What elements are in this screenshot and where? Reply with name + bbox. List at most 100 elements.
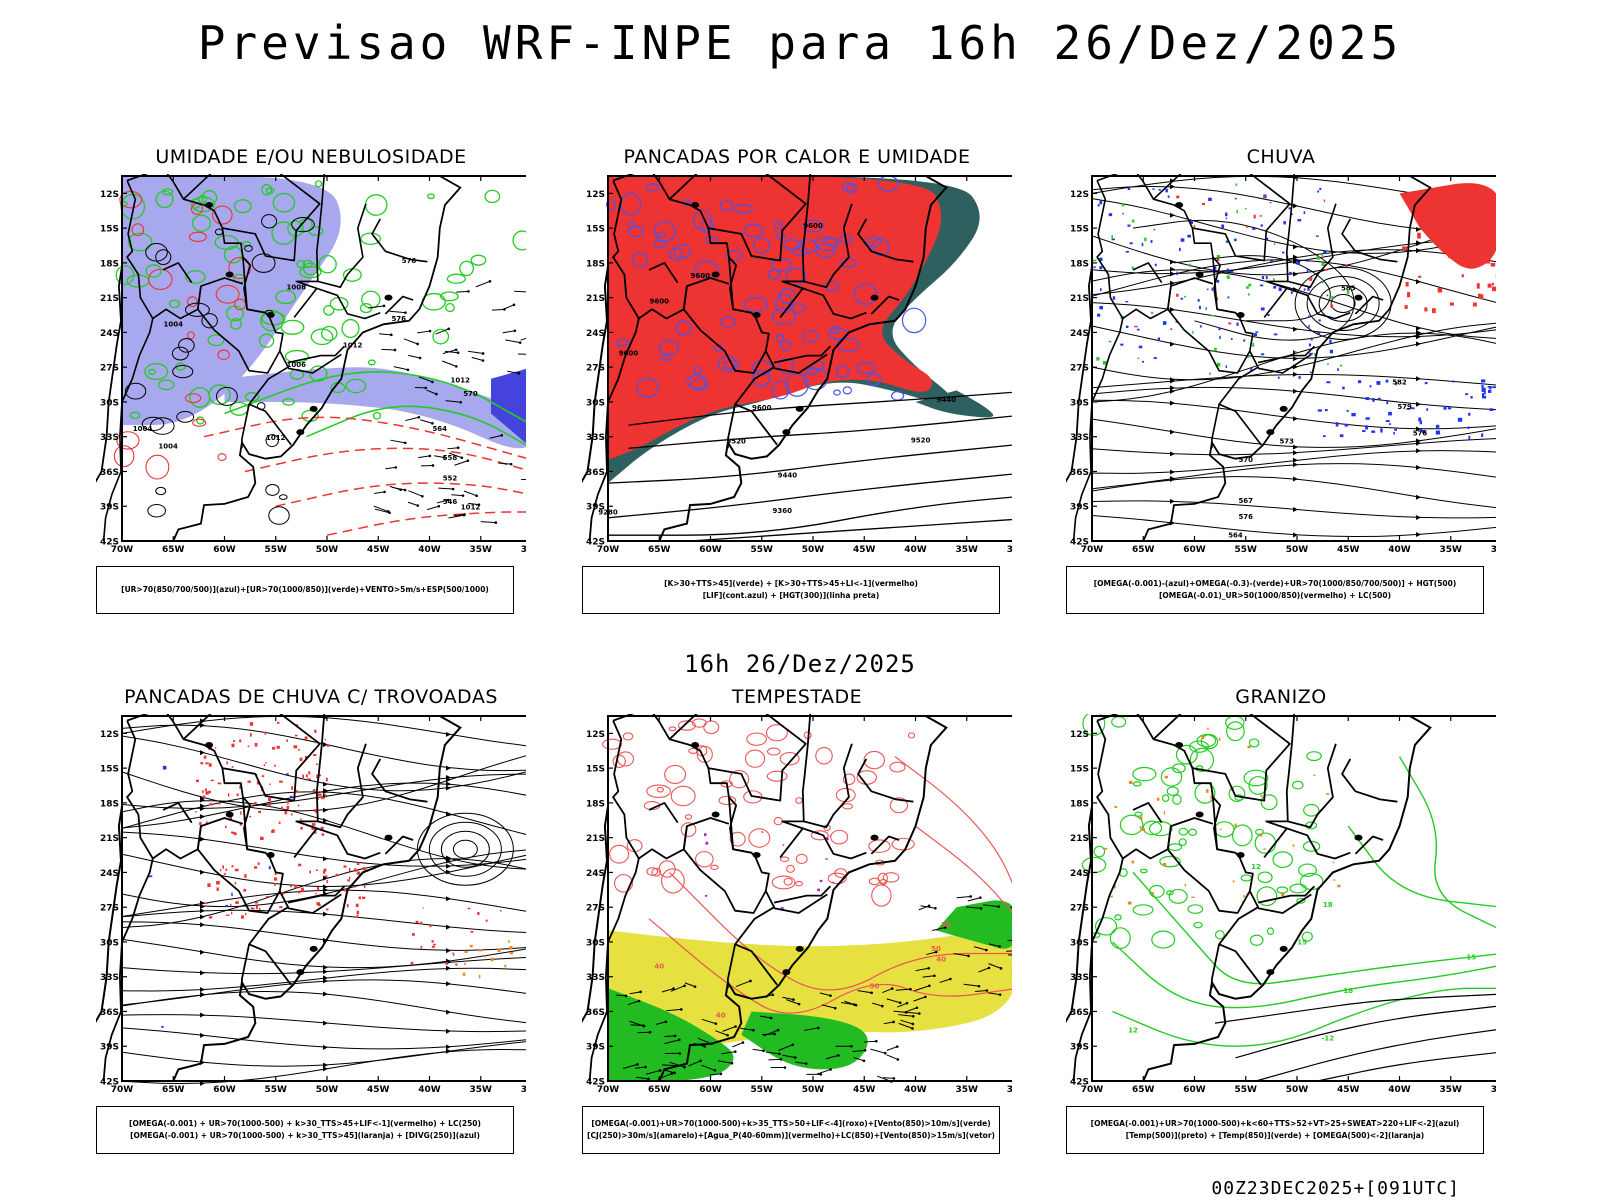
omega-area [1435, 424, 1440, 428]
water-contour [871, 884, 892, 907]
rain-area [1491, 286, 1496, 292]
wind-vector [693, 985, 697, 988]
omega-500-area [1326, 793, 1330, 795]
lat-tick-label: 27S [100, 904, 119, 914]
circulation-contour [416, 812, 514, 886]
wind-vector [898, 1014, 914, 1017]
streamline-arrow [200, 722, 205, 728]
humidity-contour [427, 193, 435, 200]
lat-tick-label: 15S [1070, 765, 1089, 775]
wind-vector [722, 1026, 736, 1032]
circulation-contour [1306, 275, 1380, 331]
water-contour [795, 880, 803, 887]
thunderstorm-area [318, 774, 322, 777]
lat-tick-label: 21S [100, 834, 119, 844]
omega-500-area [1281, 893, 1285, 897]
thunderstorm-area [420, 945, 423, 949]
contour-label: 567 [1238, 497, 1253, 505]
thunderstorm-area [258, 907, 261, 911]
lon-tick-label: 50W [316, 1085, 339, 1095]
wind-vector [854, 1003, 858, 1007]
omega-500-area [1259, 833, 1263, 837]
thunderstorm-area [314, 831, 317, 834]
streamline-arrow [1293, 506, 1298, 512]
rain-area [1432, 308, 1436, 314]
lifted-index-contour [814, 236, 839, 251]
streamline [1091, 399, 1496, 430]
rain-area [1170, 328, 1173, 331]
lake [384, 834, 393, 841]
omega-area [1337, 368, 1339, 372]
wind-vector [890, 987, 894, 990]
omega-area [1389, 423, 1391, 426]
pressure-contour [184, 302, 210, 317]
wind-vector [967, 897, 981, 902]
wind-vector [459, 400, 463, 404]
omega-area [1227, 296, 1230, 299]
wind-vector [424, 386, 428, 390]
wind-vector [749, 979, 752, 983]
lon-tick-label: 55W [1235, 1085, 1258, 1095]
lifted-index-contour [802, 219, 824, 233]
omega-area [1265, 237, 1269, 241]
contour-label: 1012 [461, 504, 481, 512]
omega-500-area [1201, 735, 1205, 740]
humidity-contour [191, 196, 216, 213]
wind-vector [520, 478, 526, 481]
wind-vector [803, 1027, 819, 1031]
humidity-contour [207, 334, 225, 347]
coastline [1142, 175, 1432, 542]
thunderstorm-area [477, 912, 480, 916]
wind-vector [480, 521, 496, 524]
thunderstorm-area [308, 771, 311, 775]
omega-area [1099, 266, 1103, 270]
lat-tick-label: 18S [100, 799, 119, 809]
lat-tick-label: 15S [100, 765, 119, 775]
wind-vector [448, 452, 463, 459]
wind-vector [670, 985, 685, 992]
wind-vector [928, 984, 931, 988]
thunderstorm-area [317, 793, 322, 796]
omega-area [1329, 349, 1334, 354]
streamline-arrow [1170, 400, 1175, 406]
lat-tick-label: 18S [586, 259, 605, 269]
streamline [121, 967, 526, 992]
lifted-index-contour [753, 236, 770, 254]
wind-vector [427, 505, 439, 511]
omega-area [1273, 333, 1278, 336]
pressure-contour [171, 346, 189, 361]
height-contour [607, 444, 1012, 484]
contour-label: 12 [1128, 1026, 1138, 1034]
omega-500-area [1163, 811, 1166, 815]
omega-area [1306, 259, 1310, 262]
lon-tick-label: 45W [367, 1085, 390, 1095]
lat-tick-label: 33S [586, 973, 605, 983]
rain-area [1472, 240, 1477, 243]
wind-vector [627, 1000, 640, 1006]
thunderstorm-area [241, 915, 244, 919]
omega-area [1225, 240, 1229, 243]
streamline-arrow [200, 922, 205, 928]
wind-vector [817, 1026, 820, 1030]
lon-tick-label: 30W [1491, 1085, 1496, 1095]
convection-area [462, 972, 466, 976]
lake [1354, 294, 1363, 301]
streamline [1091, 476, 1496, 509]
temp-850-contour [1260, 794, 1278, 811]
streamline-arrow [1293, 257, 1298, 263]
wind-vector [1007, 939, 1012, 942]
lon-tick-label: 35W [956, 1085, 979, 1095]
thunderstorm-area [200, 762, 204, 765]
humidity-contour [432, 328, 450, 345]
thunderstorm-area [224, 872, 226, 875]
lat-tick-label: 30S [586, 398, 605, 408]
wind-vector [664, 1020, 668, 1024]
panel-legend: [OMEGA(-0.001)-(azul)+OMEGA(-0.3)-(verde… [1066, 566, 1484, 614]
wind-vector [701, 1018, 716, 1025]
thunderstorm-area [358, 896, 361, 900]
omega-area [1481, 387, 1486, 392]
wind-vector [1006, 950, 1012, 952]
water-contour [677, 720, 696, 731]
omega-area [1306, 268, 1309, 273]
streamline-arrow [1293, 457, 1298, 463]
